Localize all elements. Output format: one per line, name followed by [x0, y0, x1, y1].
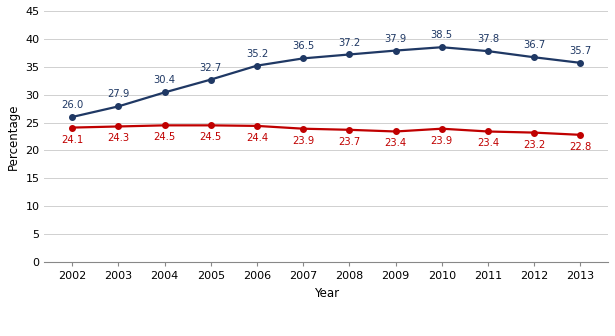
Text: 22.8: 22.8	[569, 142, 592, 152]
Text: 24.1: 24.1	[61, 134, 83, 144]
Text: 30.4: 30.4	[154, 76, 176, 85]
PAC	[531, 131, 538, 135]
PAC	[392, 129, 399, 133]
PAC	[577, 133, 584, 137]
Community	[300, 56, 307, 60]
PAC	[253, 124, 261, 128]
Community	[253, 64, 261, 68]
Text: 35.7: 35.7	[569, 46, 592, 56]
Line: PAC: PAC	[69, 123, 583, 138]
PAC	[68, 126, 76, 130]
PAC	[115, 124, 122, 128]
Community	[438, 45, 445, 49]
Text: 23.7: 23.7	[338, 137, 360, 147]
Text: 27.9: 27.9	[107, 89, 130, 99]
Text: 24.5: 24.5	[200, 132, 222, 142]
Community	[207, 78, 215, 82]
PAC	[438, 127, 445, 131]
Text: 37.8: 37.8	[477, 34, 499, 44]
Community	[346, 52, 353, 56]
Text: 36.5: 36.5	[292, 41, 314, 51]
Community	[68, 115, 76, 119]
X-axis label: Year: Year	[314, 287, 339, 300]
PAC	[300, 127, 307, 131]
PAC	[207, 123, 215, 127]
Text: 23.2: 23.2	[523, 139, 546, 150]
Text: 26.0: 26.0	[61, 100, 83, 110]
Community	[577, 61, 584, 65]
Text: 32.7: 32.7	[200, 62, 222, 73]
PAC	[346, 128, 353, 132]
Text: 23.4: 23.4	[384, 138, 407, 149]
Text: 23.9: 23.9	[292, 136, 314, 145]
Text: 24.5: 24.5	[154, 132, 176, 142]
Text: 35.2: 35.2	[246, 49, 268, 59]
Text: 23.4: 23.4	[477, 138, 499, 149]
Text: 24.3: 24.3	[108, 133, 130, 143]
Community	[161, 90, 169, 94]
Community	[484, 49, 491, 53]
Line: Community: Community	[69, 44, 583, 120]
Community	[392, 49, 399, 53]
Text: 38.5: 38.5	[430, 30, 453, 40]
Y-axis label: Percentage: Percentage	[7, 103, 20, 170]
PAC	[484, 129, 491, 133]
PAC	[161, 123, 169, 127]
Community	[531, 55, 538, 59]
Text: 24.4: 24.4	[246, 133, 268, 143]
Text: 37.9: 37.9	[384, 34, 407, 44]
Community	[115, 104, 122, 109]
Text: 23.9: 23.9	[430, 136, 453, 145]
Text: 36.7: 36.7	[523, 40, 546, 50]
Text: 37.2: 37.2	[338, 38, 360, 47]
